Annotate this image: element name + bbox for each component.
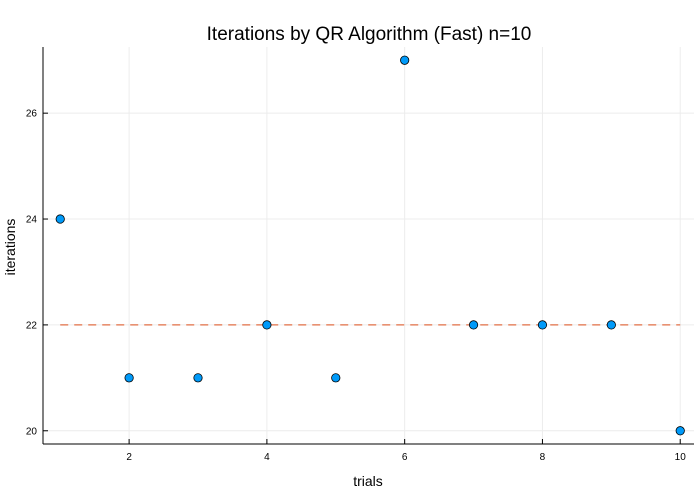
y-tick-label: 20 — [26, 426, 38, 437]
data-point — [606, 320, 616, 330]
x-tick-label: 6 — [402, 452, 408, 463]
data-point — [400, 55, 410, 65]
data-point — [468, 320, 479, 330]
y-tick-label: 24 — [26, 215, 38, 226]
data-point — [331, 373, 341, 383]
data-points — [55, 55, 685, 436]
y-tick-label: 26 — [26, 109, 38, 120]
y-axis-label: iterations — [2, 219, 18, 276]
data-point — [124, 373, 134, 383]
data-point — [193, 373, 203, 383]
x-tick-label: 2 — [126, 452, 132, 463]
x-tick-label: 10 — [675, 452, 687, 463]
chart-title: Iterations by QR Algorithm (Fast) n=10 — [207, 24, 532, 45]
x-tick-label: 8 — [540, 452, 546, 463]
data-point — [262, 320, 272, 330]
x-axis-label: trials — [353, 473, 383, 489]
y-tick-label: 22 — [26, 320, 38, 331]
x-tick-label: 4 — [264, 452, 270, 463]
grid — [43, 47, 694, 444]
data-point — [55, 214, 65, 224]
data-point — [537, 320, 548, 330]
data-point — [675, 426, 685, 436]
